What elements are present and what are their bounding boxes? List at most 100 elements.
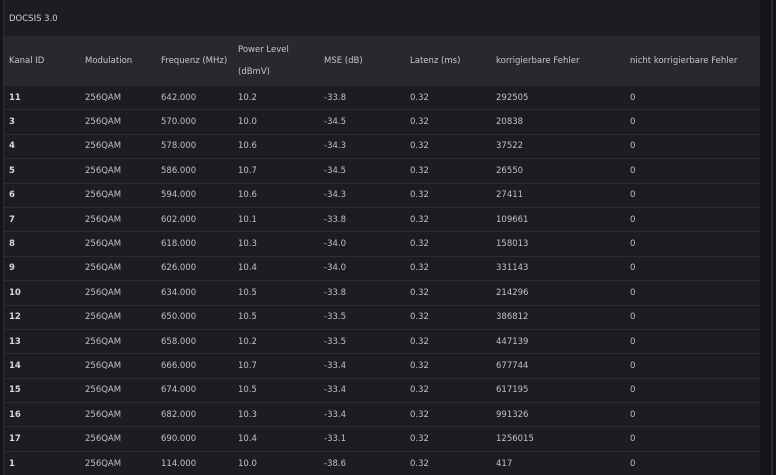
cell-nicht-korrigierbare-fehler: 0: [630, 280, 760, 306]
cell-korrigierbare-fehler: 677744: [496, 353, 630, 379]
cell-korrigierbare-fehler: 991326: [496, 402, 630, 427]
cell-korrigierbare-fehler: 417: [496, 450, 630, 475]
cell-nicht-korrigierbare-fehler: 0: [630, 109, 760, 135]
cell-mse: -33.8: [324, 84, 410, 110]
cell-latenz: 0.32: [410, 231, 496, 257]
table-row: 16 256QAM 682.000 10.3 -33.4 0.32 991326 0: [4, 402, 760, 427]
table-row: 5 256QAM 586.000 10.7 -34.5 0.32 26550 0: [4, 158, 760, 184]
col-modulation: Modulation: [85, 36, 161, 86]
table-row: 6 256QAM 594.000 10.6 -34.3 0.32 27411 0: [4, 182, 760, 208]
col-frequenz: Frequenz (MHz): [161, 36, 238, 86]
cell-mse: -33.4: [324, 402, 410, 427]
cell-mse: -34.5: [324, 158, 410, 184]
cell-mse: -34.3: [324, 133, 410, 159]
cell-modulation: 256QAM: [85, 206, 161, 232]
cell-modulation: 256QAM: [85, 450, 161, 475]
cell-modulation: 256QAM: [85, 304, 161, 330]
cell-frequenz: 586.000: [161, 158, 238, 184]
col-korrigierbare-fehler: korrigierbare Fehler: [496, 36, 630, 86]
cell-korrigierbare-fehler: 26550: [496, 158, 630, 184]
cell-korrigierbare-fehler: 37522: [496, 133, 630, 159]
cell-mse: -34.0: [324, 255, 410, 281]
cell-power-level: 10.4: [238, 255, 324, 281]
cell-mse: -33.1: [324, 426, 410, 452]
cell-power-level: 10.0: [238, 450, 324, 475]
table-row: 1 256QAM 114.000 10.0 -38.6 0.32 417 0: [4, 450, 760, 475]
col-latenz: Latenz (ms): [410, 36, 496, 86]
cell-power-level: 10.2: [238, 84, 324, 110]
cell-kanal-id: 14: [4, 353, 85, 379]
cell-korrigierbare-fehler: 214296: [496, 280, 630, 306]
cell-frequenz: 594.000: [161, 182, 238, 208]
cell-korrigierbare-fehler: 20838: [496, 109, 630, 135]
cell-frequenz: 666.000: [161, 353, 238, 379]
cell-kanal-id: 4: [4, 133, 85, 159]
cell-kanal-id: 11: [4, 84, 85, 110]
cell-modulation: 256QAM: [85, 231, 161, 257]
cell-modulation: 256QAM: [85, 182, 161, 208]
cell-modulation: 256QAM: [85, 255, 161, 281]
cell-latenz: 0.32: [410, 353, 496, 379]
table-row: 9 256QAM 626.000 10.4 -34.0 0.32 331143 0: [4, 255, 760, 281]
table-header: Kanal ID Modulation Frequenz (MHz) Power…: [4, 36, 760, 86]
panel-title: DOCSIS 3.0: [9, 14, 58, 24]
table-row: 15 256QAM 674.000 10.5 -33.4 0.32 617195 0: [4, 377, 760, 403]
cell-latenz: 0.32: [410, 377, 496, 403]
cell-power-level: 10.5: [238, 304, 324, 330]
cell-kanal-id: 15: [4, 377, 85, 403]
cell-frequenz: 570.000: [161, 109, 238, 135]
cell-power-level: 10.3: [238, 231, 324, 257]
cell-nicht-korrigierbare-fehler: 0: [630, 255, 760, 281]
cell-mse: -33.8: [324, 206, 410, 232]
cell-modulation: 256QAM: [85, 109, 161, 135]
cell-nicht-korrigierbare-fehler: 0: [630, 328, 760, 354]
cell-modulation: 256QAM: [85, 158, 161, 184]
cell-kanal-id: 5: [4, 158, 85, 184]
cell-kanal-id: 16: [4, 402, 85, 427]
cell-kanal-id: 9: [4, 255, 85, 281]
cell-frequenz: 642.000: [161, 84, 238, 110]
col-power-level: Power Level (dBmV): [238, 36, 324, 86]
cell-mse: -34.0: [324, 231, 410, 257]
table-row: 17 256QAM 690.000 10.4 -33.1 0.32 1256015 0: [4, 426, 760, 452]
table-row: 13 256QAM 658.000 10.2 -33.5 0.32 447139 0: [4, 328, 760, 354]
table-row: 10 256QAM 634.000 10.5 -33.8 0.32 214296 0: [4, 280, 760, 306]
cell-kanal-id: 17: [4, 426, 85, 452]
cell-frequenz: 658.000: [161, 328, 238, 354]
cell-kanal-id: 7: [4, 206, 85, 232]
table-row: 12 256QAM 650.000 10.5 -33.5 0.32 386812 0: [4, 304, 760, 330]
power-header-line2: (dBmV): [238, 66, 270, 77]
cell-latenz: 0.32: [410, 280, 496, 306]
cell-latenz: 0.32: [410, 158, 496, 184]
cell-frequenz: 114.000: [161, 450, 238, 475]
power-header-line1: Power Level: [238, 44, 289, 55]
cell-frequenz: 626.000: [161, 255, 238, 281]
cell-nicht-korrigierbare-fehler: 0: [630, 158, 760, 184]
cell-latenz: 0.32: [410, 182, 496, 208]
cell-nicht-korrigierbare-fehler: 0: [630, 426, 760, 452]
cell-modulation: 256QAM: [85, 84, 161, 110]
col-mse: MSE (dB): [324, 36, 410, 86]
cell-mse: -33.4: [324, 353, 410, 379]
table-row: 14 256QAM 666.000 10.7 -33.4 0.32 677744 0: [4, 353, 760, 379]
cell-modulation: 256QAM: [85, 133, 161, 159]
cell-power-level: 10.6: [238, 133, 324, 159]
cell-latenz: 0.32: [410, 84, 496, 110]
cell-mse: -33.5: [324, 328, 410, 354]
cell-nicht-korrigierbare-fehler: 0: [630, 304, 760, 330]
scrollbar[interactable]: [771, 0, 773, 475]
cell-kanal-id: 3: [4, 109, 85, 135]
cell-power-level: 10.5: [238, 280, 324, 306]
cell-nicht-korrigierbare-fehler: 0: [630, 133, 760, 159]
cell-power-level: 10.6: [238, 182, 324, 208]
cell-latenz: 0.32: [410, 426, 496, 452]
cell-nicht-korrigierbare-fehler: 0: [630, 182, 760, 208]
cell-mse: -34.3: [324, 182, 410, 208]
cell-power-level: 10.7: [238, 158, 324, 184]
cell-mse: -38.6: [324, 450, 410, 475]
cell-modulation: 256QAM: [85, 353, 161, 379]
cell-latenz: 0.32: [410, 450, 496, 475]
cell-frequenz: 650.000: [161, 304, 238, 330]
cell-power-level: 10.1: [238, 206, 324, 232]
cell-power-level: 10.5: [238, 377, 324, 403]
